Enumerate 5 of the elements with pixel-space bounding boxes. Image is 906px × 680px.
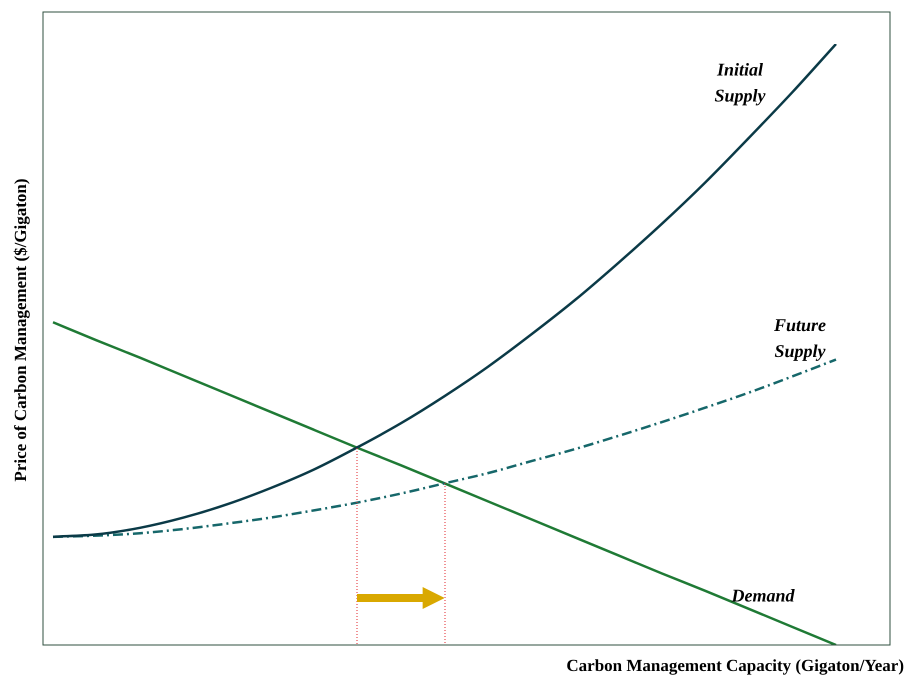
- x-axis-title: Carbon Management Capacity (Gigaton/Year): [566, 656, 904, 676]
- series-label: Future Supply: [772, 315, 827, 362]
- series-label: Demand: [730, 586, 796, 606]
- series-label: Initial Supply: [714, 60, 767, 106]
- y-axis-title: Price of Carbon Management ($/Gigaton): [11, 178, 31, 482]
